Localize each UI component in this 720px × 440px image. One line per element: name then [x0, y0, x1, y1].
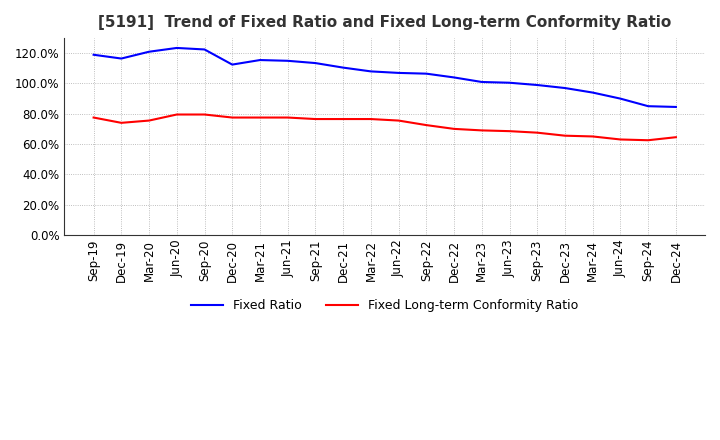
- Fixed Long-term Conformity Ratio: [422, 122, 431, 128]
- Fixed Long-term Conformity Ratio: [672, 135, 680, 140]
- Line: Fixed Ratio: Fixed Ratio: [94, 48, 676, 107]
- Fixed Ratio: [200, 47, 209, 52]
- Fixed Ratio: [672, 104, 680, 110]
- Fixed Long-term Conformity Ratio: [616, 137, 625, 142]
- Fixed Long-term Conformity Ratio: [311, 117, 320, 122]
- Fixed Long-term Conformity Ratio: [561, 133, 570, 138]
- Fixed Long-term Conformity Ratio: [477, 128, 486, 133]
- Fixed Long-term Conformity Ratio: [117, 120, 126, 125]
- Fixed Ratio: [644, 103, 652, 109]
- Fixed Ratio: [477, 79, 486, 84]
- Fixed Ratio: [616, 96, 625, 101]
- Fixed Ratio: [284, 58, 292, 63]
- Fixed Ratio: [395, 70, 403, 76]
- Fixed Ratio: [422, 71, 431, 76]
- Fixed Ratio: [145, 49, 153, 55]
- Fixed Ratio: [311, 60, 320, 66]
- Fixed Ratio: [256, 57, 264, 62]
- Fixed Long-term Conformity Ratio: [256, 115, 264, 120]
- Fixed Long-term Conformity Ratio: [173, 112, 181, 117]
- Fixed Long-term Conformity Ratio: [339, 117, 348, 122]
- Legend: Fixed Ratio, Fixed Long-term Conformity Ratio: Fixed Ratio, Fixed Long-term Conformity …: [186, 294, 583, 317]
- Fixed Ratio: [339, 65, 348, 70]
- Fixed Long-term Conformity Ratio: [284, 115, 292, 120]
- Fixed Ratio: [561, 85, 570, 91]
- Fixed Long-term Conformity Ratio: [200, 112, 209, 117]
- Fixed Long-term Conformity Ratio: [366, 117, 375, 122]
- Line: Fixed Long-term Conformity Ratio: Fixed Long-term Conformity Ratio: [94, 114, 676, 140]
- Fixed Long-term Conformity Ratio: [145, 118, 153, 123]
- Fixed Ratio: [89, 52, 98, 57]
- Fixed Ratio: [588, 90, 597, 95]
- Fixed Long-term Conformity Ratio: [505, 128, 514, 134]
- Title: [5191]  Trend of Fixed Ratio and Fixed Long-term Conformity Ratio: [5191] Trend of Fixed Ratio and Fixed Lo…: [98, 15, 671, 30]
- Fixed Long-term Conformity Ratio: [533, 130, 541, 136]
- Fixed Ratio: [533, 82, 541, 88]
- Fixed Long-term Conformity Ratio: [395, 118, 403, 123]
- Fixed Long-term Conformity Ratio: [89, 115, 98, 120]
- Fixed Ratio: [173, 45, 181, 51]
- Fixed Long-term Conformity Ratio: [228, 115, 237, 120]
- Fixed Ratio: [117, 56, 126, 61]
- Fixed Long-term Conformity Ratio: [450, 126, 459, 132]
- Fixed Ratio: [228, 62, 237, 67]
- Fixed Long-term Conformity Ratio: [644, 138, 652, 143]
- Fixed Ratio: [366, 69, 375, 74]
- Fixed Long-term Conformity Ratio: [588, 134, 597, 139]
- Fixed Ratio: [505, 80, 514, 85]
- Fixed Ratio: [450, 75, 459, 80]
